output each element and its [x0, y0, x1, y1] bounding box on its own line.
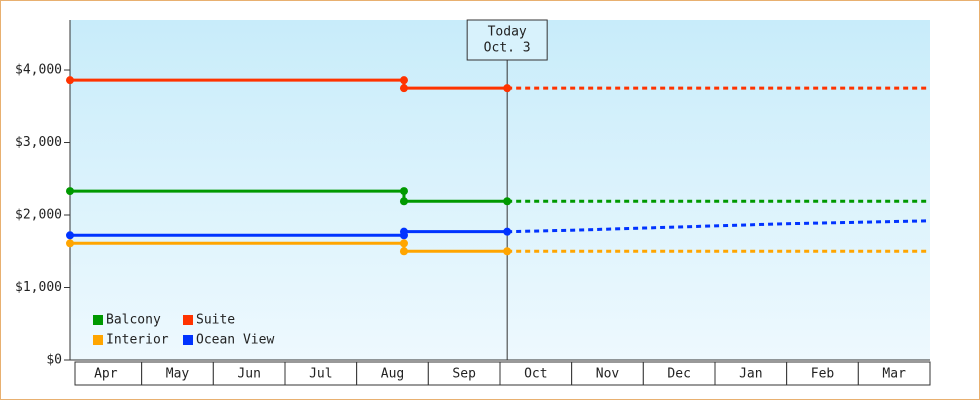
legend-swatch — [93, 315, 103, 325]
month-cell — [857, 361, 931, 386]
point — [66, 76, 74, 85]
point — [503, 84, 512, 93]
point — [503, 227, 512, 236]
point — [503, 247, 512, 256]
x-tick-label: Jun — [237, 367, 260, 382]
x-tick-label: Mar — [882, 367, 906, 382]
x-tick-label: Jul — [309, 367, 332, 382]
today-box — [466, 19, 548, 61]
today-label: Today — [488, 25, 527, 40]
legend-label: Interior — [106, 333, 169, 348]
x-tick-label: Apr — [94, 367, 118, 382]
y-tick-label: $4,000 — [15, 63, 62, 78]
x-tick-label: Dec — [667, 367, 690, 382]
legend-label: Ocean View — [196, 333, 274, 348]
x-tick-label: Aug — [381, 367, 404, 382]
y-tick-label: $3,000 — [15, 135, 62, 150]
legend-swatch — [183, 335, 193, 345]
point — [399, 76, 408, 85]
x-tick-label: May — [166, 367, 190, 382]
y-tick-label: $2,000 — [15, 208, 62, 223]
x-tick-label: Feb — [811, 367, 835, 382]
line-solid — [70, 189, 508, 203]
legend-swatch — [93, 335, 103, 345]
point — [399, 84, 408, 93]
y-tick-label: $0 — [46, 353, 62, 368]
y-tick-label: $1,000 — [15, 280, 62, 295]
point — [399, 187, 408, 196]
point — [66, 239, 74, 248]
x-tick-label: Oct — [524, 367, 547, 382]
point — [399, 247, 408, 256]
point — [399, 197, 408, 206]
line-forecast — [507, 219, 931, 234]
legend-label: Balcony — [106, 313, 161, 328]
x-tick-label: Nov — [596, 367, 620, 382]
point — [503, 197, 512, 206]
legend-swatch — [183, 315, 193, 325]
legend-label: Suite — [196, 313, 235, 328]
point — [399, 227, 408, 236]
x-tick-label: Sep — [452, 367, 476, 382]
point — [66, 231, 74, 240]
point — [66, 187, 74, 196]
x-tick-label: Jan — [739, 367, 762, 382]
today-date: Oct. 3 — [484, 41, 531, 56]
point — [399, 239, 408, 248]
